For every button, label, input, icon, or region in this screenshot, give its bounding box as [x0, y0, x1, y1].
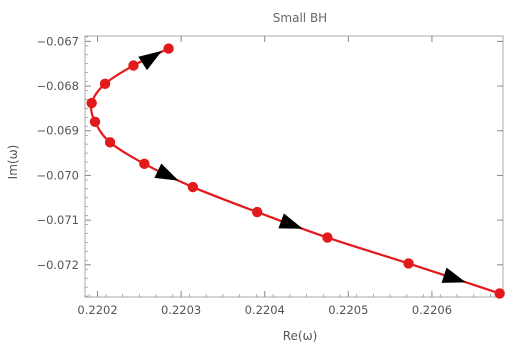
data-point [163, 43, 174, 54]
series-layer [89, 47, 500, 295]
y-axis: −0.067 −0.068 −0.069 −0.070 −0.071 −0.072 [36, 34, 503, 297]
data-point [128, 60, 139, 71]
direction-arrow [278, 213, 303, 229]
point-layer [86, 43, 505, 299]
plot-frame [84, 35, 504, 298]
data-point [494, 288, 505, 299]
chart-title: Small BH [273, 11, 327, 25]
data-point [139, 158, 150, 170]
y-tick-label: −0.069 [36, 124, 79, 138]
y-tick-label: −0.071 [36, 213, 79, 227]
data-point [252, 206, 263, 218]
direction-arrow [154, 163, 179, 181]
data-point [187, 181, 199, 193]
direction-arrow [138, 50, 162, 71]
direction-arrow [441, 267, 466, 283]
x-tick-label: 0.2205 [328, 303, 368, 317]
x-axis-title: Re(ω) [283, 329, 318, 343]
y-tick-label: −0.070 [36, 168, 79, 182]
x-axis: 0.2202 0.2203 0.2204 0.2205 0.2206 [77, 36, 491, 317]
data-point [89, 116, 101, 128]
arrow-layer [138, 50, 466, 283]
data-point [104, 137, 116, 148]
series-line [89, 47, 500, 295]
x-tick-label: 0.2204 [245, 303, 285, 317]
data-point [99, 78, 111, 90]
x-tick-label: 0.2202 [77, 303, 117, 317]
data-point [86, 97, 97, 109]
x-tick-label: 0.2206 [412, 303, 452, 317]
y-tick-label: −0.068 [36, 79, 79, 93]
x-tick-label: 0.2203 [161, 303, 201, 317]
y-axis-title: Im(ω) [6, 145, 20, 180]
data-point [403, 258, 414, 269]
y-tick-label: −0.072 [36, 258, 79, 272]
data-point [322, 232, 333, 243]
y-tick-label: −0.067 [36, 34, 79, 48]
